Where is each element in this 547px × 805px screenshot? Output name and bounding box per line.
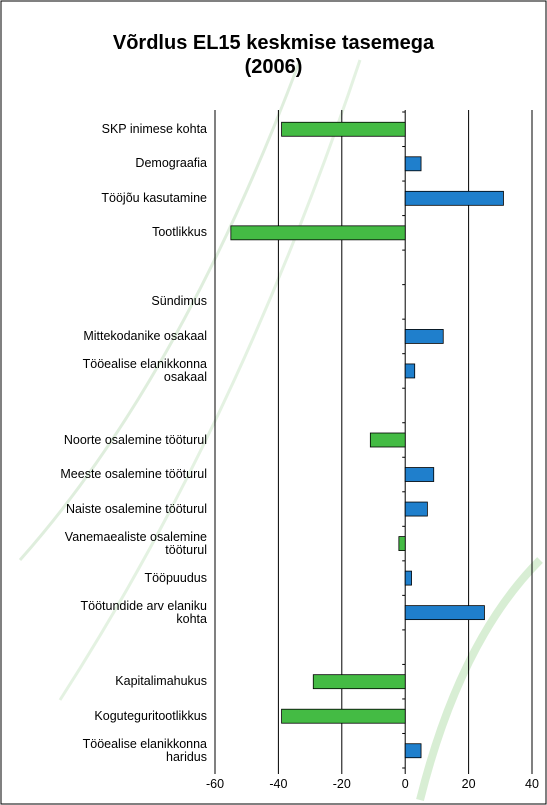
y-tick-label: SKP inimese kohta — [7, 123, 207, 136]
bar — [405, 502, 427, 516]
bar — [313, 675, 405, 689]
x-tick-label: -40 — [258, 777, 298, 791]
y-tick-label: Koguteguritootlikkus — [7, 710, 207, 723]
y-tick-label: Kapitalimahukus — [7, 675, 207, 688]
y-tick-label: Demograafia — [7, 157, 207, 170]
x-tick-label: 20 — [449, 777, 489, 791]
bar — [399, 537, 405, 551]
decor — [420, 560, 540, 800]
bar — [370, 433, 405, 447]
bar — [405, 606, 484, 620]
y-tick-label: Mittekodanike osakaal — [7, 330, 207, 343]
bar — [405, 744, 421, 758]
chart-subtitle: (2006) — [0, 56, 547, 79]
y-tick-label: Tööealise elanikkonna haridus — [7, 738, 207, 764]
bar — [405, 571, 411, 585]
bar — [282, 122, 406, 136]
chart: Võrdlus EL15 keskmise tasemega (2006) -6… — [0, 0, 547, 805]
bar — [405, 364, 415, 378]
y-tick-label: Tööealise elanikkonna osakaal — [7, 358, 207, 384]
x-tick-label: -60 — [195, 777, 235, 791]
x-tick-label: -20 — [322, 777, 362, 791]
y-tick-label: Noorte osalemine tööturul — [7, 434, 207, 447]
y-tick-label: Tööjõu kasutamine — [7, 192, 207, 205]
bar — [405, 157, 421, 171]
y-tick-label: Tootlikkus — [7, 226, 207, 239]
bar — [405, 468, 434, 482]
y-tick-label: Naiste osalemine tööturul — [7, 503, 207, 516]
y-tick-label: Sündimus — [7, 295, 207, 308]
x-tick-label: 40 — [512, 777, 547, 791]
y-tick-label: Töötundide arv elaniku kohta — [7, 600, 207, 626]
y-tick-label: Meeste osalemine tööturul — [7, 468, 207, 481]
bar — [405, 191, 503, 205]
x-tick-label: 0 — [385, 777, 425, 791]
y-tick-label: Tööpuudus — [7, 572, 207, 585]
bar — [405, 329, 443, 343]
y-tick-label: Vanemaealiste osalemine tööturul — [7, 531, 207, 557]
bar — [231, 226, 405, 240]
bar — [282, 709, 406, 723]
chart-title: Võrdlus EL15 keskmise tasemega — [0, 32, 547, 55]
